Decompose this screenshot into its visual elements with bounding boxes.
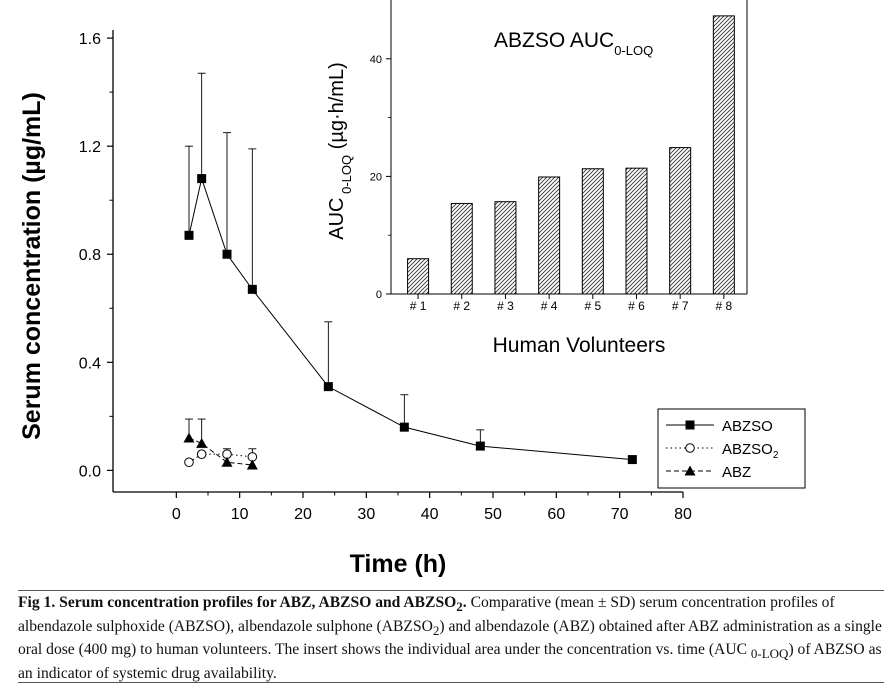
legend-label: ABZ xyxy=(722,464,751,481)
data-point xyxy=(222,249,232,259)
x-axis-title: Time (h) xyxy=(350,550,447,578)
data-point xyxy=(197,174,207,184)
inset-x-tick-label: # 3 xyxy=(497,299,514,313)
y-tick-label: 0.8 xyxy=(79,247,101,264)
x-tick-label: 20 xyxy=(294,506,312,523)
data-point xyxy=(246,459,258,470)
data-point xyxy=(475,441,485,451)
legend-marker xyxy=(684,465,696,476)
x-tick-label: 0 xyxy=(172,506,181,523)
legend-label: ABZSO2 xyxy=(722,441,779,461)
legend-label-text: ABZSO xyxy=(722,418,773,435)
series-line xyxy=(188,176,633,461)
data-point xyxy=(247,284,257,294)
legend-marker xyxy=(685,443,695,453)
legend-label-text: ABZ xyxy=(722,464,751,481)
inset-title-sub: 0-LOQ xyxy=(614,43,653,58)
x-tick-label: 30 xyxy=(357,506,375,523)
inset-y-axis-title-unit: (µg·h/mL) xyxy=(326,62,348,155)
legend-box xyxy=(657,408,806,489)
y-tick-label: 1.2 xyxy=(79,139,101,156)
x-tick-label: 60 xyxy=(547,506,565,523)
x-tick-label: 80 xyxy=(674,506,692,523)
data-point xyxy=(196,449,207,459)
data-point xyxy=(221,456,233,467)
inset-x-tick-label: # 4 xyxy=(541,299,558,313)
inset-y-tick-label: 0 xyxy=(376,289,382,301)
data-point xyxy=(184,457,194,468)
caption-bottom-rule xyxy=(18,682,884,683)
y-tick-label: 1.6 xyxy=(79,31,101,48)
legend-label-sub: 2 xyxy=(773,450,779,461)
bar-volunteer-7 xyxy=(669,147,692,295)
x-tick-label: 10 xyxy=(231,506,249,523)
inset-x-tick-label: # 8 xyxy=(716,299,733,313)
inset-y-tick-label: 40 xyxy=(370,54,382,66)
inset-x-tick-label: # 2 xyxy=(453,299,470,313)
inset-title-text: ABZSO AUC xyxy=(494,29,614,52)
data-point xyxy=(399,422,409,432)
inset-x-tick-label: # 7 xyxy=(672,299,689,313)
main-plot: 0 10 20 30 40 50 60 70 80 0.0 0.4 0.8 1.2 1.6 Time (h)… xyxy=(18,30,692,578)
y-axis-title: Serum concentration (µg/mL) xyxy=(18,92,46,440)
bar-volunteer-8 xyxy=(712,15,735,295)
legend-label: ABZSO xyxy=(722,418,773,435)
inset-y-axis-title-text: AUC xyxy=(326,198,348,240)
inset-x-tick-label: # 6 xyxy=(628,299,645,313)
series-2 xyxy=(183,418,258,470)
x-tick-label: 50 xyxy=(484,506,502,523)
series-0 xyxy=(184,72,637,465)
inset-title: ABZSO AUC0-LOQ xyxy=(494,29,653,58)
inset-x-tick-label: # 1 xyxy=(410,299,427,313)
inset-x-axis-title: Human Volunteers xyxy=(493,334,666,357)
x-tick-label: 70 xyxy=(611,506,629,523)
series-line xyxy=(188,453,253,463)
bar-volunteer-3 xyxy=(494,201,517,295)
figure-caption: Fig 1. Serum concentration profiles for … xyxy=(18,594,882,683)
legend-label-text: ABZSO xyxy=(722,441,773,458)
caption-top-rule xyxy=(18,590,884,591)
inset-y-tick-label: 20 xyxy=(370,171,382,183)
legend-marker xyxy=(685,420,695,430)
y-tick-label: 0.0 xyxy=(79,463,101,480)
bar-volunteer-5 xyxy=(581,168,604,295)
inset-y-axis-title: AUC 0-LOQ (µg·h/mL) xyxy=(326,62,354,240)
inset-x-tick-label: # 5 xyxy=(584,299,601,313)
data-point xyxy=(196,437,208,448)
data-point xyxy=(184,230,194,240)
data-point xyxy=(627,455,637,465)
caption-title: Fig 1. Serum concentration profiles for … xyxy=(18,594,467,615)
data-point xyxy=(323,382,333,392)
x-tick-label: 40 xyxy=(421,506,439,523)
bar-volunteer-4 xyxy=(538,176,561,295)
bar-volunteer-2 xyxy=(450,202,473,295)
bar-volunteer-6 xyxy=(625,167,648,295)
bar-volunteer-1 xyxy=(407,258,430,295)
inset-y-axis-title-sub: 0-LOQ xyxy=(339,155,354,198)
data-point xyxy=(183,432,195,443)
y-tick-label: 0.4 xyxy=(79,355,101,372)
series-line xyxy=(188,437,253,466)
